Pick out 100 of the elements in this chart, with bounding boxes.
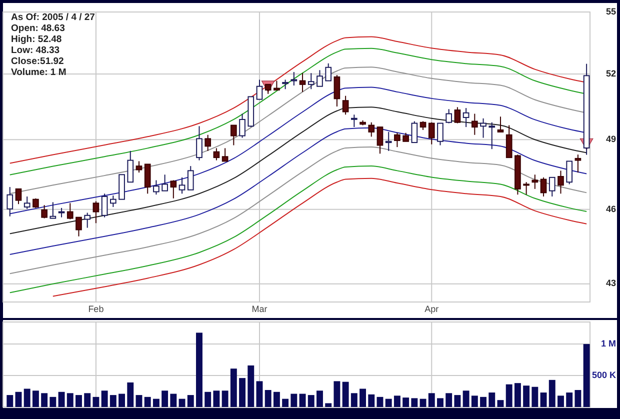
bar bbox=[290, 394, 298, 407]
candlestick bbox=[187, 166, 194, 190]
bar bbox=[204, 392, 212, 407]
bar bbox=[66, 393, 74, 407]
bar bbox=[118, 394, 126, 407]
bar bbox=[385, 398, 392, 407]
bar bbox=[488, 392, 496, 407]
bar bbox=[360, 388, 366, 407]
candlestick bbox=[101, 193, 108, 218]
candlestick bbox=[274, 80, 280, 90]
candlestick bbox=[15, 188, 22, 205]
candlestick bbox=[334, 74, 340, 108]
candlestick bbox=[394, 132, 400, 148]
candlestick bbox=[222, 148, 228, 162]
bar bbox=[316, 390, 323, 407]
bar bbox=[437, 398, 444, 407]
candlestick bbox=[256, 79, 263, 100]
bar bbox=[58, 392, 65, 407]
candlestick bbox=[506, 124, 512, 158]
y-tick-label: 52 bbox=[606, 68, 616, 78]
candlestick bbox=[437, 122, 444, 146]
y-tick-label: 500 K bbox=[592, 370, 616, 380]
bar bbox=[394, 396, 400, 407]
bar bbox=[264, 390, 272, 407]
candlestick bbox=[428, 122, 435, 145]
candlestick bbox=[532, 174, 538, 190]
bar bbox=[230, 368, 237, 407]
annotation: As Of: 2005 / 4 / 27 bbox=[11, 12, 95, 23]
candlestick bbox=[566, 160, 573, 185]
candlestick bbox=[264, 84, 272, 94]
bar bbox=[92, 396, 100, 407]
candlestick bbox=[32, 198, 39, 208]
bar bbox=[471, 396, 478, 407]
bar bbox=[411, 398, 418, 407]
candlestick bbox=[523, 182, 530, 196]
candlestick bbox=[558, 170, 564, 194]
candlestick bbox=[127, 150, 134, 183]
candlestick bbox=[351, 114, 358, 128]
bar bbox=[368, 394, 375, 407]
candlestick bbox=[488, 122, 496, 150]
bar bbox=[50, 396, 56, 407]
candlestick bbox=[471, 113, 478, 136]
bar bbox=[162, 390, 168, 407]
bar bbox=[402, 398, 410, 407]
bar bbox=[178, 398, 186, 407]
candlestick bbox=[24, 196, 30, 210]
candlestick bbox=[204, 134, 212, 152]
bar bbox=[222, 390, 228, 407]
bar bbox=[523, 386, 530, 407]
bar bbox=[101, 390, 108, 407]
candlestick bbox=[162, 174, 168, 192]
candlestick bbox=[316, 70, 323, 87]
candlestick bbox=[144, 164, 151, 194]
bar bbox=[299, 394, 306, 407]
candlestick bbox=[110, 195, 116, 208]
bar bbox=[76, 395, 82, 407]
candlestick bbox=[497, 116, 504, 132]
bar bbox=[6, 395, 14, 407]
candlestick bbox=[230, 124, 237, 146]
candlestick bbox=[170, 180, 177, 199]
bar bbox=[540, 392, 547, 407]
candlestick bbox=[540, 176, 547, 197]
y-tick-label: 43 bbox=[606, 278, 616, 288]
y-tick-label: 49 bbox=[606, 134, 616, 144]
candlestick bbox=[41, 204, 48, 219]
line-series bbox=[52, 178, 588, 297]
candlestick bbox=[462, 108, 470, 128]
candlestick bbox=[84, 212, 91, 228]
line-series bbox=[9, 166, 588, 294]
bar bbox=[420, 398, 426, 407]
candlestick bbox=[76, 216, 82, 237]
annotation: Close:51.92 bbox=[11, 56, 64, 67]
candlestick bbox=[6, 186, 14, 217]
bar bbox=[24, 388, 30, 407]
bar bbox=[136, 395, 142, 407]
bar bbox=[187, 395, 194, 407]
bar bbox=[32, 390, 39, 407]
bar bbox=[15, 392, 22, 407]
bar bbox=[454, 395, 461, 407]
bar bbox=[170, 394, 177, 407]
candlestick bbox=[136, 160, 142, 174]
candlestick bbox=[58, 207, 65, 218]
candlestick bbox=[308, 72, 314, 90]
x-tick-label: Feb bbox=[88, 304, 104, 314]
bar bbox=[480, 396, 486, 407]
y-tick-label: 55 bbox=[606, 6, 616, 16]
bar bbox=[110, 395, 116, 407]
bar bbox=[256, 381, 263, 407]
candlestick bbox=[92, 200, 100, 224]
x-tick-label: Apr bbox=[424, 304, 439, 314]
candlestick bbox=[385, 131, 392, 152]
x-tick-label: Mar bbox=[252, 304, 268, 314]
bar bbox=[376, 396, 384, 407]
bar bbox=[196, 332, 202, 407]
candlestick bbox=[239, 113, 246, 138]
bar bbox=[342, 382, 349, 407]
bar bbox=[514, 383, 521, 407]
annotation: Open: 48.63 bbox=[11, 23, 65, 34]
candlestick bbox=[282, 79, 288, 90]
bar bbox=[127, 382, 134, 407]
